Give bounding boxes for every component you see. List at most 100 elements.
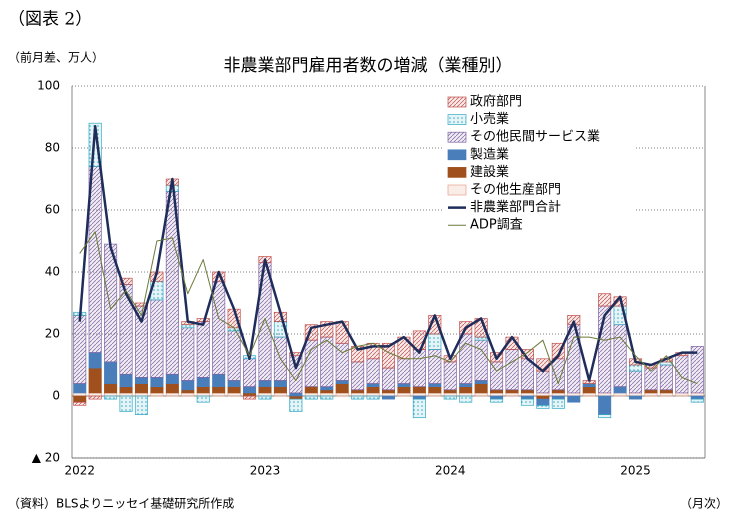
bar-segment	[289, 398, 303, 412]
bar-segment	[690, 395, 704, 400]
y-tick-label: 20	[45, 327, 60, 341]
bar-segment	[397, 392, 411, 397]
bar-segment	[659, 364, 673, 391]
bar-segment	[227, 386, 241, 394]
bar-segment	[73, 392, 87, 397]
bar-segment	[613, 392, 627, 397]
x-tick-label: 2023	[250, 464, 281, 478]
bar-segment	[134, 305, 149, 378]
source: （資料）BLSよりニッセイ基礎研究所作成	[8, 496, 234, 511]
bar-segment	[181, 392, 195, 397]
y-tick-label: 40	[45, 265, 60, 279]
bar-segment	[227, 380, 241, 388]
bar-segment	[335, 321, 349, 344]
bar-segment	[119, 395, 133, 412]
bar-segment	[397, 383, 411, 388]
bar-segment	[459, 392, 473, 397]
bar-segment	[119, 277, 133, 285]
bar-segment	[88, 392, 102, 397]
bar-segment	[520, 395, 534, 400]
bar-segment	[551, 392, 565, 397]
bar-segment	[351, 361, 365, 391]
bar-segment	[474, 380, 488, 384]
bar-segment	[582, 392, 596, 397]
bar-segment	[628, 370, 643, 394]
bar-segment	[181, 389, 195, 394]
bar-segment	[73, 395, 87, 403]
legend-label: その他民間サービス業	[470, 129, 600, 145]
legend-label: 小売業	[470, 111, 509, 127]
bar-segment	[690, 346, 704, 394]
bar-segment	[443, 395, 457, 400]
y-tick-label: ▲ 20	[32, 451, 60, 465]
bar-segment	[181, 327, 195, 381]
bar-segment	[243, 392, 257, 397]
bar-segment	[428, 386, 442, 394]
y-tick-label: 100	[37, 79, 60, 93]
legend-swatch	[447, 184, 467, 196]
bar-segment	[320, 386, 334, 391]
bar-segment	[304, 386, 318, 394]
bar-segment	[490, 395, 504, 400]
bar-segment	[520, 398, 534, 406]
chart-title: 非農業部門雇用者数の増減（業種別）	[224, 56, 513, 76]
legend-label: 建設業	[470, 164, 509, 180]
bar-segment	[536, 398, 550, 406]
bar-segment	[243, 395, 257, 400]
bar-segment	[474, 336, 488, 341]
bar-segment	[505, 392, 519, 397]
bar-segment	[196, 392, 210, 397]
bar-segment	[227, 392, 241, 397]
bar-segment	[443, 361, 457, 391]
bar-segment	[104, 361, 118, 384]
legend-label: その他生産部門	[470, 182, 561, 198]
bar-segment	[598, 414, 612, 419]
bar-segment	[150, 299, 164, 378]
bar-segment	[675, 392, 689, 397]
bar-segment	[381, 389, 396, 394]
bar-segment	[258, 380, 272, 388]
y-axis-label: （前月差、万人）	[8, 50, 104, 65]
bar-segment	[335, 392, 349, 397]
bar-segment	[351, 392, 365, 397]
bar-segment	[150, 377, 164, 388]
bar-segment	[536, 358, 550, 372]
bar-segment	[134, 395, 149, 415]
bar-segment	[551, 398, 565, 409]
bar-segment	[273, 380, 287, 388]
y-tick-label: 60	[45, 203, 60, 217]
bar-segment	[181, 380, 195, 391]
bar-segment	[490, 361, 504, 391]
bar-segment	[119, 392, 133, 397]
bar-segment	[644, 389, 658, 394]
bar-segment	[88, 395, 102, 400]
legend-label: ADP調査	[470, 218, 523, 233]
legend-swatch	[447, 96, 467, 108]
legend-bg	[444, 92, 634, 237]
bar-segment	[459, 383, 473, 388]
bar-segment	[381, 395, 396, 400]
bar-segment	[628, 395, 643, 400]
bar-segment	[320, 395, 334, 400]
bar-segment	[412, 398, 426, 419]
figure-label: （図表 2）	[8, 10, 92, 30]
bar-segment	[273, 392, 287, 397]
bar-segment	[273, 386, 287, 394]
legend-label: 政府部門	[470, 95, 522, 110]
bar-segment	[165, 373, 179, 384]
bar-segment	[258, 386, 272, 394]
y-tick-label: 80	[45, 141, 60, 155]
bar-segment	[104, 392, 118, 397]
x-tick-label: 2022	[64, 464, 95, 478]
bar-segment	[196, 321, 210, 378]
bar-segment	[366, 386, 380, 394]
bar-segment	[73, 401, 87, 406]
bar-segment	[428, 392, 442, 397]
bar-segment	[243, 386, 257, 394]
legend-swatch	[447, 167, 467, 178]
bar-segment	[536, 404, 550, 409]
bar-segment	[412, 386, 426, 394]
bar-segment	[582, 383, 596, 388]
legend-label: 製造業	[470, 146, 509, 162]
bar-segment	[490, 389, 504, 394]
